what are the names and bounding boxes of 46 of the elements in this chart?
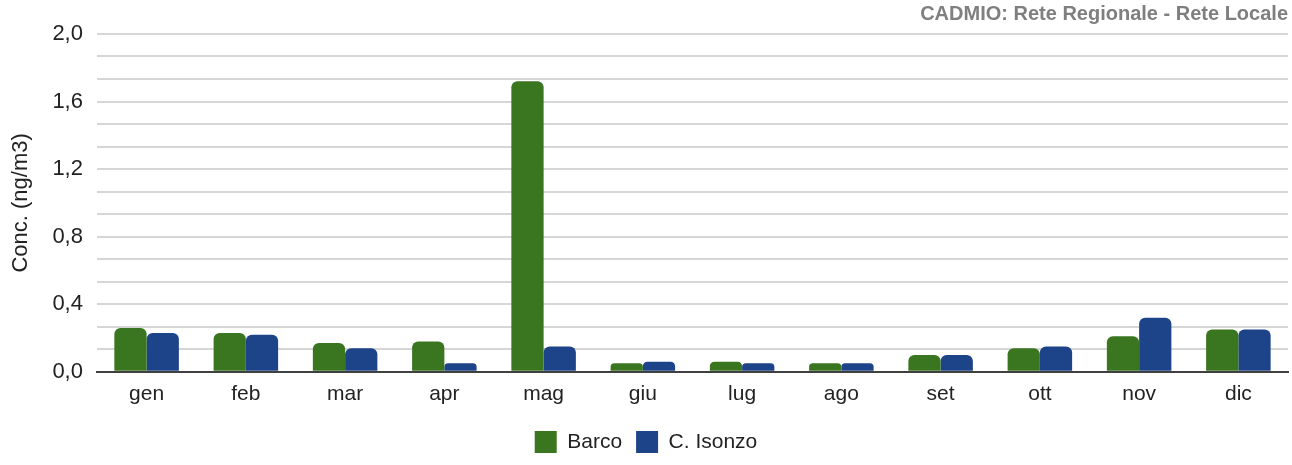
bar bbox=[610, 363, 643, 371]
x-tick-label: set bbox=[926, 381, 955, 405]
bar bbox=[444, 363, 477, 371]
bar bbox=[245, 334, 279, 371]
bar bbox=[908, 354, 941, 371]
bar bbox=[1007, 348, 1040, 371]
bar bbox=[543, 346, 576, 371]
bar bbox=[841, 363, 874, 371]
x-tick-label: apr bbox=[429, 381, 460, 405]
x-tick-label: giu bbox=[628, 381, 657, 405]
bar bbox=[1206, 329, 1239, 371]
bar bbox=[940, 354, 973, 371]
bar bbox=[1106, 336, 1140, 371]
bar bbox=[345, 348, 378, 371]
x-tick-label: nov bbox=[1122, 381, 1157, 405]
x-tick-label: mag bbox=[523, 381, 565, 405]
bar bbox=[412, 341, 445, 371]
bar bbox=[146, 332, 179, 371]
bar bbox=[1238, 329, 1271, 371]
bar bbox=[742, 363, 775, 371]
y-axis-title: Conc. (ng/m3) bbox=[7, 133, 33, 273]
bar bbox=[709, 361, 743, 371]
x-tick-label: ott bbox=[1028, 381, 1052, 405]
y-tick-label: 1,2 bbox=[52, 155, 83, 181]
bar bbox=[312, 343, 346, 371]
chart-title: CADMIO: Rete Regionale - Rete Locale bbox=[920, 1, 1288, 24]
y-tick-label: 2,0 bbox=[52, 20, 83, 46]
y-tick-label: 0,4 bbox=[52, 290, 83, 316]
y-tick-label: 0,0 bbox=[52, 357, 83, 383]
bar bbox=[1039, 346, 1073, 371]
bar bbox=[213, 332, 246, 371]
bar bbox=[809, 363, 842, 371]
x-tick-label: ago bbox=[823, 381, 859, 405]
y-tick-label: 1,6 bbox=[52, 87, 83, 113]
x-tick-label: feb bbox=[231, 381, 261, 405]
legend-label: Barco bbox=[567, 428, 623, 452]
legend-label: C. Isonzo bbox=[668, 428, 758, 452]
bar bbox=[1139, 317, 1172, 371]
bar bbox=[642, 361, 676, 371]
x-tick-label: dic bbox=[1224, 381, 1252, 405]
bar bbox=[511, 81, 544, 371]
x-tick-label: mar bbox=[327, 381, 364, 405]
bar bbox=[114, 327, 147, 371]
x-tick-label: lug bbox=[728, 381, 757, 405]
x-tick-label: gen bbox=[129, 381, 165, 405]
y-tick-label: 0,8 bbox=[52, 222, 83, 248]
